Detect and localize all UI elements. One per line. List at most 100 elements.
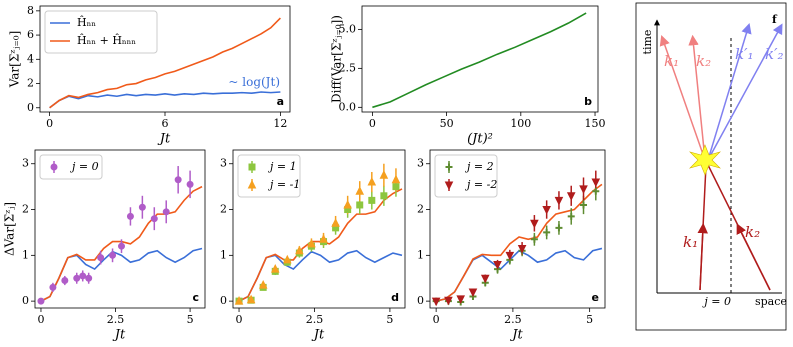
marker — [343, 199, 352, 209]
y-tick-label: 2.5 — [339, 61, 357, 74]
marker — [493, 260, 502, 270]
y-tick-label: 2 — [27, 77, 34, 90]
x-tick-label: 5 — [386, 313, 393, 326]
marker — [138, 203, 146, 211]
marker — [50, 163, 58, 171]
legend-label: j = 1 — [267, 160, 297, 173]
marker — [592, 187, 600, 195]
arrowhead — [697, 222, 708, 291]
x-axis-label: Jt — [509, 328, 523, 343]
marker — [530, 235, 538, 243]
marker — [480, 274, 490, 284]
marker — [580, 201, 588, 209]
plot-frame — [39, 5, 291, 113]
marker — [505, 251, 515, 261]
marker — [543, 228, 551, 236]
marker — [109, 251, 117, 259]
legend-label: j = -1 — [267, 178, 300, 191]
marker — [37, 297, 45, 305]
plot-frame — [232, 149, 406, 309]
arrow — [707, 23, 783, 161]
panel-label: d — [391, 291, 399, 304]
panel-label: f — [772, 13, 778, 26]
diagram: f time space j = 0 k₁ k₂ k₁ k₂ k′₁ k′₂ — [635, 2, 787, 331]
plot-frame — [429, 149, 606, 309]
y-tick-label: 0 — [220, 294, 227, 307]
y-tick-label: 1 — [417, 248, 424, 261]
x-tick-label: 50 — [440, 117, 454, 130]
marker — [246, 294, 256, 304]
marker — [150, 215, 158, 223]
x-tick-label: 0 — [37, 313, 44, 326]
marker — [258, 279, 268, 289]
marker — [79, 272, 87, 280]
x-tick-label: 2.5 — [306, 313, 324, 326]
panel-label: b — [584, 95, 592, 108]
y-tick-label: 0 — [27, 101, 34, 114]
marker — [444, 296, 453, 306]
marker — [248, 163, 256, 171]
marker — [73, 274, 81, 282]
x-axis-label: Jt — [112, 328, 126, 343]
y-tick-label: 0 — [417, 294, 424, 307]
marker — [186, 180, 194, 188]
y-axis-label: ΔVar[Σᶻⱼ] — [3, 202, 17, 256]
line — [435, 183, 603, 302]
x-tick-label: 2.5 — [107, 313, 125, 326]
y-tick-label: 4 — [27, 52, 34, 65]
y-tick-label: 2 — [417, 203, 424, 216]
marker — [61, 277, 69, 285]
marker — [174, 176, 182, 184]
momentum-label: k₂ — [745, 223, 760, 241]
x-tick-label: 6 — [162, 117, 169, 130]
x-tick-label: 12 — [273, 117, 287, 130]
y-tick-label: 3 — [417, 157, 424, 170]
y-tick-label: 0.0 — [339, 100, 357, 113]
x-tick-label: 0 — [46, 117, 53, 130]
marker — [530, 219, 539, 229]
line — [49, 91, 281, 109]
marker — [331, 218, 340, 227]
marker — [555, 224, 563, 232]
y-tick-label: 5.0 — [339, 22, 357, 35]
x-tick-label: 0 — [433, 313, 440, 326]
marker — [567, 212, 575, 220]
x-tick-label: 100 — [510, 117, 531, 130]
marker — [554, 196, 564, 206]
y-tick-label: 2 — [220, 203, 227, 216]
line — [238, 249, 403, 302]
marker — [591, 178, 601, 188]
marker — [380, 192, 388, 200]
arrow — [707, 22, 752, 161]
space-label: space — [755, 295, 787, 308]
legend-label: Ĥₙₙ — [77, 15, 96, 29]
legend — [44, 10, 158, 54]
line — [372, 12, 587, 109]
diagram-frame — [635, 2, 787, 331]
y-tick-label: 6 — [27, 28, 34, 41]
plot-frame — [361, 5, 599, 113]
marker — [444, 181, 454, 191]
marker — [379, 170, 389, 179]
marker — [431, 297, 441, 307]
marker — [468, 288, 478, 298]
x-tick-label: 5 — [586, 313, 593, 326]
marker — [126, 212, 134, 220]
origin-label: j = 0 — [701, 295, 731, 308]
marker — [456, 295, 466, 304]
momentum-label: k′₂ — [765, 45, 784, 63]
marker — [542, 206, 551, 215]
x-tick-label: 0 — [236, 313, 243, 326]
marker — [295, 245, 304, 255]
marker — [356, 201, 364, 209]
y-tick-label: 1 — [220, 248, 227, 261]
marker — [319, 234, 328, 243]
marker — [162, 208, 170, 216]
line — [40, 247, 203, 302]
marker — [517, 244, 527, 254]
marker — [307, 238, 316, 248]
arrowhead — [736, 223, 771, 291]
marker — [97, 254, 105, 262]
x-axis-label: (Jt)² — [467, 132, 493, 147]
marker — [270, 263, 280, 273]
